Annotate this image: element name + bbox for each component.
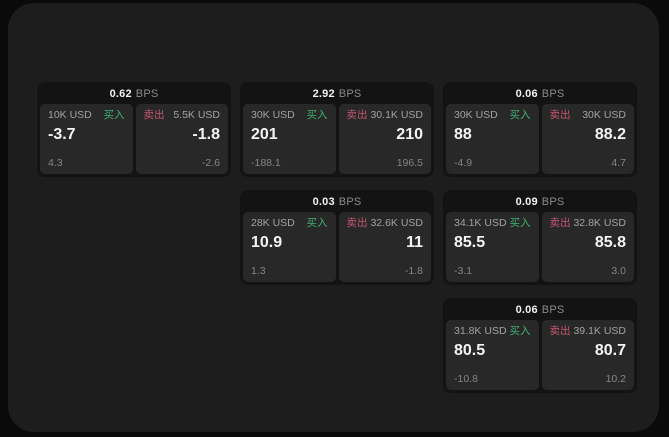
quote-card-3: 0.06 BPS 30K USD 买入 88 -4.9 卖出 30K USD 8… xyxy=(443,82,637,177)
buy-label: 买入 xyxy=(509,217,531,229)
buy-amount: 10K USD xyxy=(48,109,92,121)
sell-price: 11 xyxy=(406,233,423,251)
quote-card-4: 0.03 BPS 28K USD 买入 10.9 1.3 卖出 32.6K US… xyxy=(240,190,434,285)
bps-unit-label: BPS xyxy=(135,88,159,100)
main-panel: 0.62 BPS 10K USD 买入 -3.7 4.3 卖出 5.5K USD… xyxy=(8,3,659,432)
card-header: 0.06 BPS xyxy=(446,300,634,320)
sell-delta: 196.5 xyxy=(396,157,423,169)
buy-tile[interactable]: 28K USD 买入 10.9 1.3 xyxy=(243,212,336,282)
buy-price: 80.5 xyxy=(454,341,486,359)
bps-unit-label: BPS xyxy=(541,304,565,316)
bps-value: 0.06 xyxy=(515,304,538,316)
buy-amount: 30K USD xyxy=(454,109,498,121)
sell-amount: 30.1K USD xyxy=(370,109,423,121)
buy-price: 201 xyxy=(251,125,278,143)
buy-delta: 4.3 xyxy=(48,157,63,169)
buy-tile[interactable]: 30K USD 买入 88 -4.9 xyxy=(446,104,539,174)
sell-label: 卖出 xyxy=(549,325,571,337)
buy-amount: 30K USD xyxy=(251,109,295,121)
quote-tiles: 31.8K USD 买入 80.5 -10.8 卖出 39.1K USD 80.… xyxy=(446,320,634,390)
sell-amount: 30K USD xyxy=(582,109,626,121)
sell-tile[interactable]: 卖出 30.1K USD 210 196.5 xyxy=(338,104,431,174)
sell-label: 卖出 xyxy=(549,217,571,229)
buy-delta: -3.1 xyxy=(454,265,473,277)
sell-delta: 3.0 xyxy=(611,265,626,277)
buy-tile[interactable]: 30K USD 买入 201 -188.1 xyxy=(243,104,336,174)
sell-price: 80.7 xyxy=(594,341,626,359)
bps-unit-label: BPS xyxy=(541,196,565,208)
sell-tile[interactable]: 卖出 32.6K USD 11 -1.8 xyxy=(338,212,431,282)
sell-delta: -2.6 xyxy=(201,157,220,169)
sell-delta: 10.2 xyxy=(605,373,626,385)
bps-unit-label: BPS xyxy=(338,196,362,208)
sell-delta: 4.7 xyxy=(611,157,626,169)
buy-price: 10.9 xyxy=(251,233,283,251)
quote-card-2: 2.92 BPS 30K USD 买入 201 -188.1 卖出 30.1K … xyxy=(240,82,434,177)
buy-delta: -10.8 xyxy=(454,373,478,385)
quote-tiles: 30K USD 买入 201 -188.1 卖出 30.1K USD 210 1… xyxy=(243,104,431,174)
buy-price: 88 xyxy=(454,125,472,143)
buy-label: 买入 xyxy=(103,109,125,121)
bps-value: 2.92 xyxy=(312,88,335,100)
quote-tiles: 10K USD 买入 -3.7 4.3 卖出 5.5K USD -1.8 -2.… xyxy=(40,104,228,174)
sell-tile[interactable]: 卖出 32.8K USD 85.8 3.0 xyxy=(541,212,634,282)
buy-label: 买入 xyxy=(509,325,531,337)
bps-unit-label: BPS xyxy=(338,88,362,100)
sell-price: 85.8 xyxy=(594,233,626,251)
bps-value: 0.03 xyxy=(312,196,335,208)
sell-tile[interactable]: 卖出 39.1K USD 80.7 10.2 xyxy=(541,320,634,390)
buy-amount: 28K USD xyxy=(251,217,295,229)
buy-label: 买入 xyxy=(509,109,531,121)
bps-value: 0.62 xyxy=(109,88,132,100)
sell-amount: 5.5K USD xyxy=(173,109,220,121)
sell-label: 卖出 xyxy=(143,109,165,121)
buy-tile[interactable]: 10K USD 买入 -3.7 4.3 xyxy=(40,104,133,174)
quote-card-5: 0.09 BPS 34.1K USD 买入 85.5 -3.1 卖出 32.8K… xyxy=(443,190,637,285)
buy-tile[interactable]: 31.8K USD 买入 80.5 -10.8 xyxy=(446,320,539,390)
card-header: 0.06 BPS xyxy=(446,84,634,104)
bps-value: 0.09 xyxy=(515,196,538,208)
sell-price: 88.2 xyxy=(594,125,626,143)
buy-label: 买入 xyxy=(306,217,328,229)
sell-label: 卖出 xyxy=(549,109,571,121)
buy-delta: 1.3 xyxy=(251,265,266,277)
sell-amount: 32.8K USD xyxy=(573,217,626,229)
bps-value: 0.06 xyxy=(515,88,538,100)
buy-amount: 31.8K USD xyxy=(454,325,507,337)
buy-delta: -188.1 xyxy=(251,157,281,169)
quote-card-6: 0.06 BPS 31.8K USD 买入 80.5 -10.8 卖出 39.1… xyxy=(443,298,637,393)
sell-delta: -1.8 xyxy=(404,265,423,277)
buy-amount: 34.1K USD xyxy=(454,217,507,229)
sell-tile[interactable]: 卖出 30K USD 88.2 4.7 xyxy=(541,104,634,174)
sell-label: 卖出 xyxy=(346,217,368,229)
sell-label: 卖出 xyxy=(346,109,368,121)
card-header: 0.62 BPS xyxy=(40,84,228,104)
sell-amount: 32.6K USD xyxy=(370,217,423,229)
buy-delta: -4.9 xyxy=(454,157,473,169)
sell-tile[interactable]: 卖出 5.5K USD -1.8 -2.6 xyxy=(135,104,228,174)
quote-tiles: 30K USD 买入 88 -4.9 卖出 30K USD 88.2 4.7 xyxy=(446,104,634,174)
card-header: 0.03 BPS xyxy=(243,192,431,212)
buy-price: 85.5 xyxy=(454,233,486,251)
card-header: 0.09 BPS xyxy=(446,192,634,212)
buy-label: 买入 xyxy=(306,109,328,121)
quote-tiles: 34.1K USD 买入 85.5 -3.1 卖出 32.8K USD 85.8… xyxy=(446,212,634,282)
sell-amount: 39.1K USD xyxy=(573,325,626,337)
bps-unit-label: BPS xyxy=(541,88,565,100)
quote-tiles: 28K USD 买入 10.9 1.3 卖出 32.6K USD 11 -1.8 xyxy=(243,212,431,282)
quote-card-1: 0.62 BPS 10K USD 买入 -3.7 4.3 卖出 5.5K USD… xyxy=(37,82,231,177)
buy-price: -3.7 xyxy=(48,125,76,143)
buy-tile[interactable]: 34.1K USD 买入 85.5 -3.1 xyxy=(446,212,539,282)
sell-price: -1.8 xyxy=(192,125,220,143)
card-header: 2.92 BPS xyxy=(243,84,431,104)
sell-price: 210 xyxy=(396,125,423,143)
